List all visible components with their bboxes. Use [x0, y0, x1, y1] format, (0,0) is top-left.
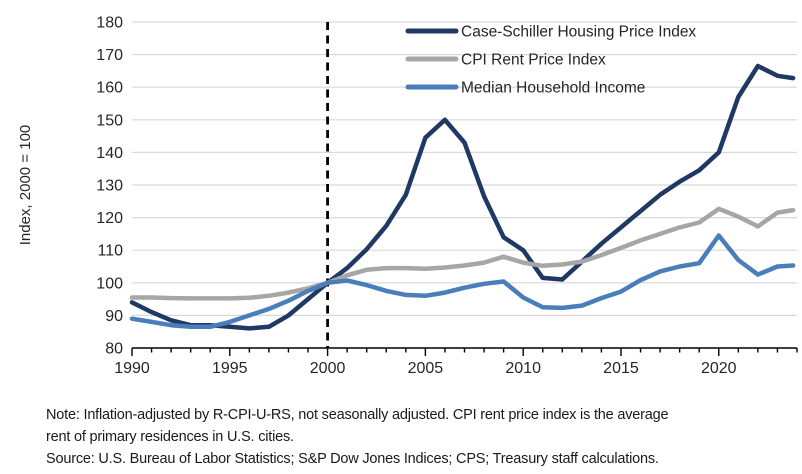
y-tick-label-130: 130: [96, 178, 123, 195]
source-text: Source: U.S. Bureau of Labor Statistics;…: [46, 451, 659, 467]
legend-item-case-schiller-housing-price-index: Case-Schiller Housing Price Index: [405, 24, 696, 41]
y-tick-label-160: 160: [96, 80, 123, 97]
y-tick-label-100: 100: [96, 275, 123, 292]
legend: Case-Schiller Housing Price Index CPI Ren…: [405, 24, 696, 97]
x-tick-label-2015: 2015: [603, 360, 639, 377]
legend-item-cpi-rent-price-index: CPI Rent Price Index: [405, 52, 606, 69]
legend-label: Case-Schiller Housing Price Index: [461, 24, 696, 41]
x-tick-label-2010: 2010: [505, 360, 541, 377]
series-line-median-household-income: [129, 233, 796, 330]
x-tick-label-2005: 2005: [408, 360, 444, 377]
y-tick-label-140: 140: [96, 145, 123, 162]
series-line-case-schiller-housing-price-index: [129, 63, 796, 331]
y-tick-label-150: 150: [96, 112, 123, 129]
footnotes: Note: Inflation-adjusted by R-CPI-U-RS, …: [46, 404, 669, 470]
x-tick-label-1990: 1990: [114, 360, 150, 377]
line-chart: Index, 2000 = 100 80 90 100 110 120 130 140 150…: [17, 15, 798, 377]
y-tick-label-170: 170: [96, 47, 123, 64]
gridlines: [132, 21, 797, 316]
legend-label: Median Household Income: [461, 80, 645, 97]
series-line-cpi-rent-price-index: [129, 206, 796, 301]
y-axis-title: Index, 2000 = 100: [17, 125, 34, 246]
y-tick-label-120: 120: [96, 210, 123, 227]
x-tick-label-1995: 1995: [212, 360, 248, 377]
legend-label: CPI Rent Price Index: [461, 52, 606, 69]
y-tick-label-90: 90: [105, 308, 123, 325]
y-tick-label-110: 110: [97, 243, 123, 260]
x-axis: 1990 1995 2000 2005 2010 2015 2020: [114, 347, 798, 377]
y-tick-label-180: 180: [96, 15, 123, 32]
legend-item-median-household-income: Median Household Income: [405, 80, 645, 97]
note-text-line2: rent of primary residences in U.S. citie…: [46, 429, 294, 445]
x-tick-label-2000: 2000: [310, 360, 346, 377]
y-axis-tick-labels: 80 90 100 110 120 130 140 150 160 170 180: [96, 15, 123, 358]
data-series-lines: [129, 63, 796, 331]
chart-area: Index, 2000 = 100 80 90 100 110 120 130 140 150…: [17, 15, 798, 377]
y-tick-label-80: 80: [105, 341, 123, 358]
x-tick-label-2020: 2020: [701, 360, 737, 377]
note-text-line1: Note: Inflation-adjusted by R-CPI-U-RS, …: [46, 407, 669, 423]
